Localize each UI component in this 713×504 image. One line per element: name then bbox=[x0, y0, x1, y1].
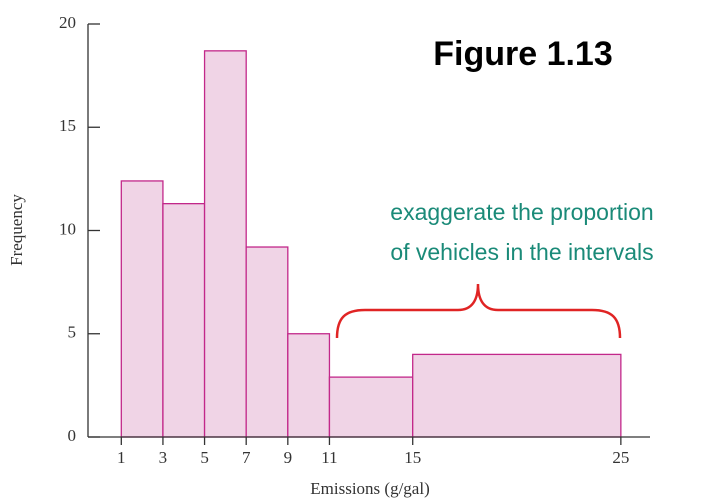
bar bbox=[203, 50, 247, 438]
brace bbox=[335, 283, 622, 339]
x-tick-label: 11 bbox=[321, 448, 337, 467]
bar bbox=[412, 353, 622, 438]
x-tick-label: 9 bbox=[284, 448, 293, 467]
x-axis-label: Emissions (g/gal) bbox=[310, 479, 429, 498]
x-tick-label: 7 bbox=[242, 448, 251, 467]
bar bbox=[245, 246, 289, 438]
annotation: exaggerate the proportion bbox=[390, 199, 653, 225]
y-axis-label: Frequency bbox=[7, 194, 26, 266]
bar bbox=[120, 180, 164, 438]
x-tick-label: 3 bbox=[159, 448, 168, 467]
annotation: of vehicles in the intervals bbox=[390, 239, 653, 265]
y-tick-label: 5 bbox=[68, 323, 77, 342]
y-tick-label: 15 bbox=[59, 116, 76, 135]
figure-label: Figure 1.13 bbox=[433, 35, 613, 73]
y-tick-label: 20 bbox=[59, 13, 76, 32]
x-tick-label: 5 bbox=[200, 448, 209, 467]
y-tick-label: 0 bbox=[68, 426, 77, 445]
x-tick-label: 15 bbox=[404, 448, 421, 467]
x-tick-label: 1 bbox=[117, 448, 126, 467]
x-tick-label: 25 bbox=[612, 448, 629, 467]
bar bbox=[162, 203, 206, 438]
y-tick-label: 10 bbox=[59, 219, 76, 238]
bar bbox=[328, 376, 414, 438]
bar bbox=[287, 333, 331, 438]
